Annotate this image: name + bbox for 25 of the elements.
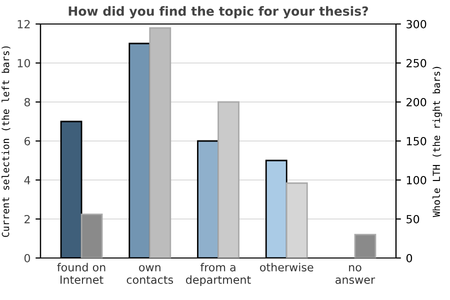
x-tick-label: from a department	[186, 262, 251, 286]
y2-tick-label: 100	[406, 176, 426, 184]
y2-tick-label: 0	[406, 254, 412, 262]
bar	[60, 120, 82, 258]
bar	[80, 214, 103, 258]
y2-tick-label: 300	[406, 20, 426, 28]
y-tick-label: 10	[18, 58, 30, 68]
y2-axis-title: Whole LTH (the right bars)	[432, 66, 442, 218]
x-tick-label: no answer	[336, 265, 376, 284]
y2-tick-label: 50	[406, 214, 420, 224]
y-tick-label: 0	[24, 254, 30, 262]
y-tick-label: 6	[24, 136, 30, 146]
chart-title: How did you find the topic for your thesis?	[68, 6, 368, 18]
y2-tick-label: 250	[406, 58, 426, 68]
y-tick-label: 8	[24, 98, 30, 106]
y-axis-title: Current selection (the left bars)	[2, 46, 10, 237]
x-tick-label: otherwise	[260, 262, 314, 272]
y-tick-label: 12	[18, 20, 30, 28]
x-tick-label: found on Internet	[57, 262, 106, 284]
y-tick-label: 4	[24, 176, 30, 184]
y2-tick-label: 150	[406, 136, 426, 146]
y-tick-label: 2	[24, 214, 30, 224]
x-tick-label: own contacts	[126, 265, 174, 284]
bar	[354, 234, 376, 258]
y2-tick-label: 200	[406, 98, 426, 106]
